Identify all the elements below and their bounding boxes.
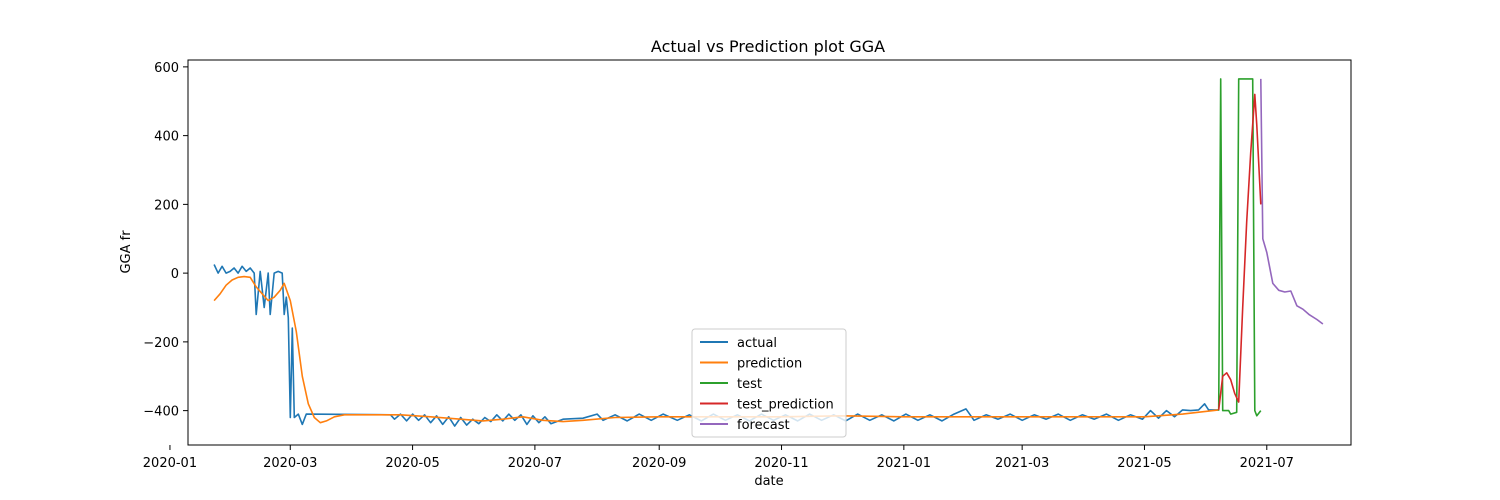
series-line-forecast (1260, 78, 1324, 325)
x-tick-label: 2020-03 (263, 456, 317, 471)
x-tick-label: 2020-11 (754, 456, 808, 471)
legend-label-test: test (737, 377, 762, 392)
y-tick-label: 400 (154, 130, 179, 145)
y-axis-label: GGA fr (119, 230, 134, 274)
legend-label-prediction: prediction (737, 357, 802, 372)
x-axis: 2020-01 2020-03 2020-05 2020-07 2020-09 2020-… (143, 445, 1294, 471)
y-tick-label: −400 (143, 405, 179, 420)
series-line-test (1217, 78, 1262, 417)
legend-box (691, 328, 847, 438)
legend: actual prediction test test_predictionforec… (691, 328, 847, 438)
y-tick-label: 600 (154, 61, 179, 76)
plot-area: 2020-01 2020-03 2020-05 2020-07 2020-09 2020-… (143, 59, 1352, 471)
y-tick-label: 0 (171, 267, 179, 282)
x-tick-label: 2020-07 (508, 456, 562, 471)
x-tick-label: 2021-05 (1117, 456, 1171, 471)
chart-title: Actual vs Prediction plot GGA (651, 37, 885, 56)
x-tick-label: 2021-01 (877, 456, 931, 471)
x-tick-label: 2020-01 (143, 456, 197, 471)
legend-label-forecast: forecast (737, 418, 790, 433)
x-tick-label: 2021-07 (1240, 456, 1294, 471)
x-tick-label: 2021-03 (995, 456, 1049, 471)
y-axis: −400 −200 0 200 400 600 (143, 61, 188, 420)
x-tick-label: 2020-09 (632, 456, 686, 471)
legend-label-test_prediction: test_prediction (737, 398, 834, 413)
legend-label-actual: actual (737, 336, 777, 351)
series-line-actual (213, 264, 1219, 427)
plot-frame (187, 59, 1352, 446)
x-tick-label: 2020-05 (385, 456, 439, 471)
y-tick-label: −200 (143, 336, 179, 351)
y-tick-label: 200 (154, 198, 179, 213)
series-line-test_prediction (1217, 93, 1262, 410)
x-axis-label: date (754, 474, 783, 489)
